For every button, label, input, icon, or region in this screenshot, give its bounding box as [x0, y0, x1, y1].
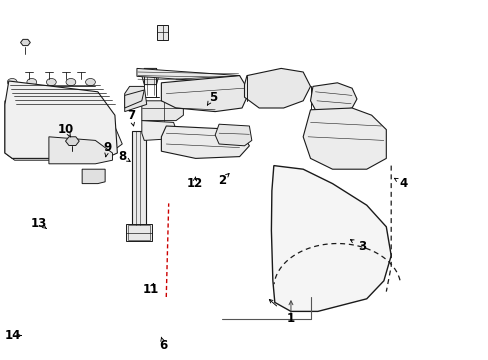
Circle shape [272, 84, 280, 90]
Circle shape [174, 87, 182, 93]
Polygon shape [303, 108, 386, 169]
Text: 4: 4 [399, 177, 407, 190]
Circle shape [259, 75, 293, 100]
Text: 3: 3 [357, 240, 365, 253]
Polygon shape [20, 39, 30, 46]
Bar [126, 224, 151, 241]
Text: 8: 8 [118, 150, 126, 163]
Circle shape [345, 121, 353, 127]
Text: 11: 11 [142, 283, 159, 296]
Circle shape [88, 172, 100, 181]
Polygon shape [5, 101, 122, 160]
Bar [329, 101, 339, 106]
Text: 5: 5 [208, 91, 216, 104]
Polygon shape [82, 169, 105, 184]
Polygon shape [161, 126, 249, 158]
Text: 7: 7 [127, 109, 135, 122]
Text: 13: 13 [31, 217, 47, 230]
Polygon shape [142, 101, 183, 121]
Polygon shape [161, 76, 249, 112]
Bar [317, 101, 327, 106]
Circle shape [203, 85, 211, 91]
Polygon shape [137, 68, 240, 84]
Bar [157, 25, 168, 40]
Polygon shape [5, 81, 117, 158]
Circle shape [364, 125, 373, 131]
Bar [342, 101, 351, 106]
Circle shape [27, 78, 37, 86]
Polygon shape [142, 121, 176, 140]
Text: 9: 9 [103, 141, 111, 154]
Polygon shape [271, 166, 390, 311]
Circle shape [46, 78, 56, 86]
Polygon shape [310, 83, 356, 112]
Polygon shape [49, 137, 112, 164]
Text: 2: 2 [218, 174, 226, 186]
Circle shape [7, 78, 17, 86]
Circle shape [85, 78, 95, 86]
Circle shape [266, 80, 285, 94]
Polygon shape [124, 86, 146, 112]
Text: 14: 14 [4, 329, 21, 342]
Text: 1: 1 [286, 312, 294, 325]
Polygon shape [142, 68, 159, 85]
Text: 6: 6 [160, 339, 167, 352]
Polygon shape [244, 68, 310, 108]
Circle shape [230, 84, 238, 89]
Bar [128, 225, 149, 240]
Polygon shape [65, 137, 79, 145]
Circle shape [66, 78, 76, 86]
Text: 10: 10 [58, 123, 74, 136]
Bar [132, 131, 145, 225]
Text: 12: 12 [186, 177, 203, 190]
Circle shape [323, 119, 331, 126]
Polygon shape [215, 124, 251, 146]
Polygon shape [124, 90, 144, 108]
